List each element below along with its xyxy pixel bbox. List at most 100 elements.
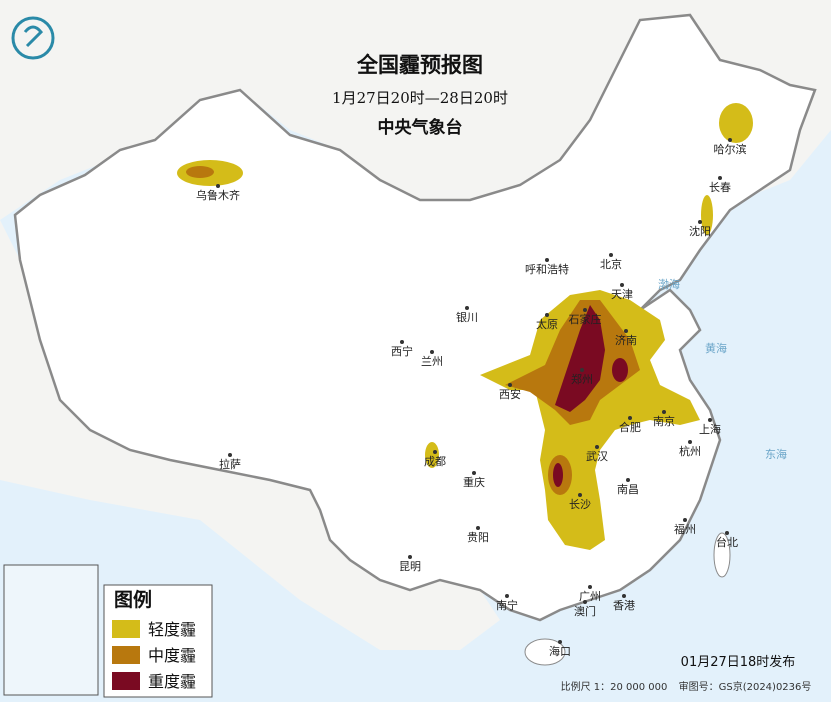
city-label: 乌鲁木齐 [196,188,240,202]
city-label: 呼和浩特 [525,262,569,276]
sea-label: 渤海 [658,277,680,291]
city-dot [725,531,729,535]
city-dot [683,518,687,522]
city-dot [609,253,613,257]
logo [23,25,44,48]
logo [11,16,55,60]
city-dot [620,283,624,287]
heavy-haze [612,358,628,382]
city-label: 贵阳 [467,531,489,544]
city-dot [400,340,404,344]
city-dot [595,445,599,449]
city-label: 银川 [456,310,478,324]
city-dot [558,640,562,644]
south-sea-inset [3,564,99,696]
city-label: 长沙 [569,498,591,511]
city-label: 拉萨 [219,457,241,471]
city-label: 合肥 [619,420,641,434]
title: 全国霾预报图 [356,53,483,77]
haze-areas [177,103,753,550]
legend-swatch [112,646,140,664]
city-dot [728,138,732,142]
city-dot [583,600,587,604]
city-dot [465,306,469,310]
light-haze [719,103,753,143]
city-label: 西安 [499,387,521,401]
city-dot [578,493,582,497]
city-label: 郑州 [571,372,593,386]
city-dot [545,313,549,317]
city-dot [662,410,666,414]
city-label: 北京 [600,257,622,271]
heavy-haze [553,463,563,487]
city-dot [505,594,509,598]
city-label: 南昌 [617,483,639,496]
city-dot [588,585,592,589]
city-label: 天津 [611,288,633,301]
subtitle: 1月27日20时—28日20时 [332,89,508,107]
issued-time: 01月27日18时发布 [681,654,796,670]
city-label: 南京 [653,414,675,428]
city-dot [622,594,626,598]
city-dot [476,526,480,530]
city-label: 兰州 [421,355,443,368]
city-label: 沈阳 [689,224,711,238]
legend-label: 轻度霾 [148,620,196,639]
heavy-haze [555,305,605,412]
city-dot [583,308,587,312]
city-label: 南宁 [496,598,518,612]
city-dot [430,350,434,354]
city-dot [408,555,412,559]
city-label: 成都 [424,455,446,468]
city-label: 长春 [709,181,731,194]
moderate-haze [186,166,214,178]
city-label: 澳门 [574,604,596,618]
city-label: 西宁 [391,344,413,358]
legend-title: 图例 [114,588,152,611]
city-dot [508,383,512,387]
legend-label: 重度霾 [148,672,196,691]
city-label: 杭州 [679,444,701,458]
light-haze [701,195,713,235]
city-dot [708,418,712,422]
city-label: 济南 [615,333,637,347]
city-label: 香港 [613,599,635,612]
legend-label: 中度霾 [148,646,196,665]
city-dot [626,478,630,482]
city-label: 昆明 [399,560,421,573]
legend-swatch [112,620,140,638]
sea-label: 东海 [765,447,787,461]
city-label: 石家庄 [569,312,602,326]
city-dot [580,368,584,372]
city-dot [545,258,549,262]
city-label: 哈尔滨 [714,142,747,156]
hainan [524,638,566,666]
city-dot [628,416,632,420]
legend-swatch [112,672,140,690]
taiwan [713,532,731,578]
city-label: 上海 [699,422,721,436]
city-label: 重庆 [463,475,485,489]
city-dot [624,329,628,333]
city-dot [228,453,232,457]
sea-label: 黄海 [705,341,727,355]
city-label: 海口 [549,644,571,658]
city-dot [718,176,722,180]
city-label: 福州 [674,522,696,536]
city-dot [216,184,220,188]
city-label: 台北 [716,535,738,549]
issuer: 中央气象台 [378,117,463,138]
city-dot [472,471,476,475]
city-label: 广州 [579,590,601,603]
city-label: 太原 [536,318,558,331]
approval-number: 审图号：GS京(2024)0236号 [679,680,812,693]
scale: 比例尺 1：20 000 000 [561,680,668,693]
city-dot [698,220,702,224]
city-dot [433,450,437,454]
city-dot [688,440,692,444]
light-haze [425,442,439,468]
city-label: 武汉 [586,450,608,463]
